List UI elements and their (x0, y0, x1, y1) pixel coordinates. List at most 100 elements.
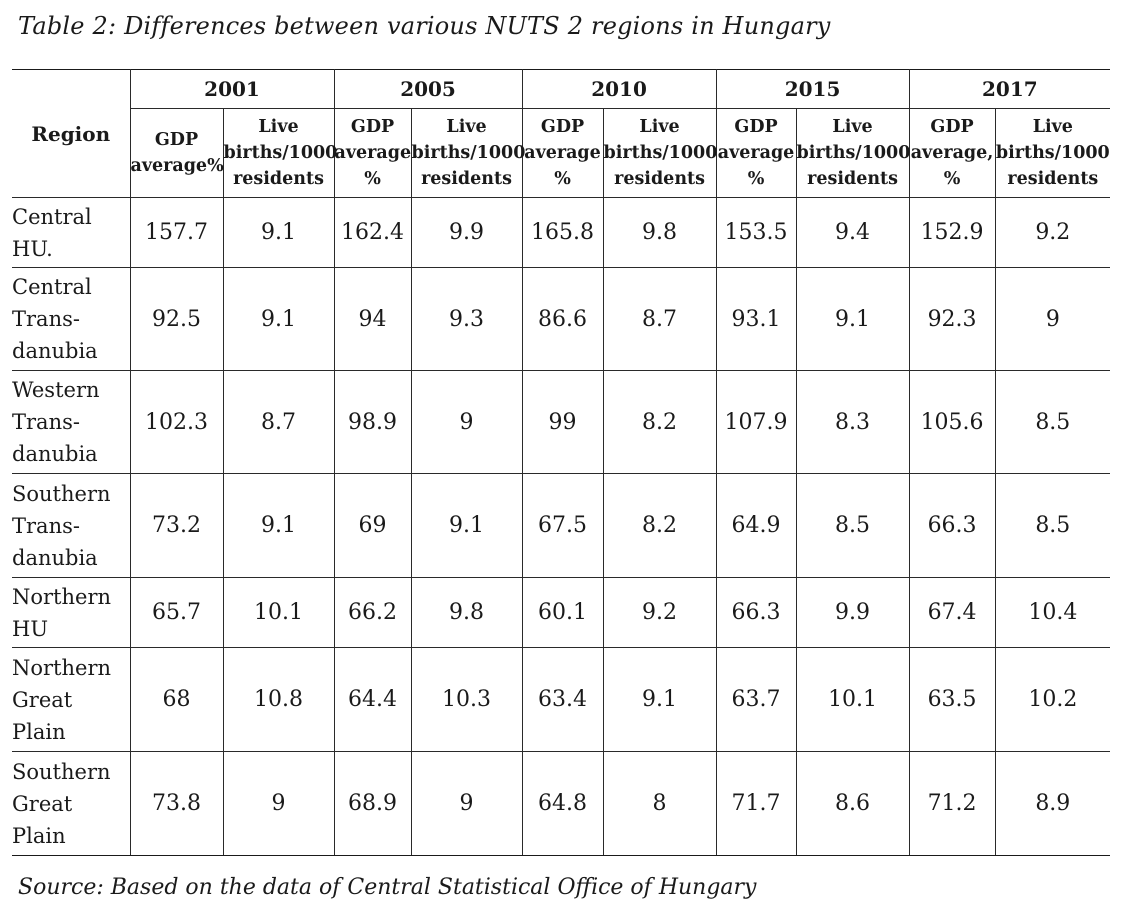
gdp-value-cell: 66.3 (715, 577, 797, 648)
births-value-cell: 9 (410, 370, 523, 474)
births-value-cell: 10.1 (222, 577, 335, 648)
gdp-value-cell: 157.7 (129, 197, 224, 268)
gdp-value-cell: 99 (521, 370, 604, 474)
gdp-value-cell: 152.9 (908, 197, 996, 268)
births-value-cell: 10.4 (994, 577, 1111, 648)
births-column-header: Live births/1000 residents (222, 108, 337, 198)
gdp-value-cell: 66.3 (908, 473, 996, 578)
region-cell: Northern HU (12, 577, 131, 648)
gdp-value-cell: 63.5 (908, 647, 996, 752)
gdp-value-cell: 69 (333, 473, 412, 578)
births-value-cell: 8.6 (795, 751, 910, 856)
table-row: Central Trans- danubia 92.5 9.1 94 9.3 86.6 8.… (12, 267, 1111, 371)
births-value-cell: 9.2 (994, 197, 1111, 268)
births-value-cell: 8.7 (602, 267, 717, 371)
region-cell: Central Trans- danubia (12, 267, 131, 371)
gdp-value-cell: 64.8 (521, 751, 604, 856)
gdp-value-cell: 92.3 (908, 267, 996, 371)
gdp-value-cell: 63.4 (521, 647, 604, 752)
births-value-cell: 10.2 (994, 647, 1111, 752)
gdp-value-cell: 64.9 (715, 473, 797, 578)
births-value-cell: 9.1 (795, 267, 910, 371)
births-column-header: Live births/1000 residents (994, 108, 1111, 198)
gdp-value-cell: 105.6 (908, 370, 996, 474)
year-header: 2005 (333, 69, 523, 109)
gdp-value-cell: 94 (333, 267, 412, 371)
births-value-cell: 9.1 (222, 197, 335, 268)
gdp-value-cell: 86.6 (521, 267, 604, 371)
births-value-cell: 8.3 (795, 370, 910, 474)
births-value-cell: 10.8 (222, 647, 335, 752)
births-column-header: Live births/1000 residents (410, 108, 525, 198)
region-cell: Southern Trans- danubia (12, 473, 131, 578)
gdp-value-cell: 153.5 (715, 197, 797, 268)
births-value-cell: 8 (602, 751, 717, 856)
gdp-value-cell: 165.8 (521, 197, 604, 268)
gdp-value-cell: 71.7 (715, 751, 797, 856)
births-value-cell: 9 (410, 751, 523, 856)
births-value-cell: 9.4 (795, 197, 910, 268)
gdp-column-header: GDP average % (521, 108, 604, 198)
births-value-cell: 10.1 (795, 647, 910, 752)
gdp-value-cell: 93.1 (715, 267, 797, 371)
gdp-column-header: GDP average % (333, 108, 412, 198)
births-value-cell: 9.9 (795, 577, 910, 648)
births-value-cell: 9.3 (410, 267, 523, 371)
gdp-value-cell: 102.3 (129, 370, 224, 474)
data-table: Region 2001 2005 2010 2015 2017 GDP aver… (12, 69, 1111, 856)
year-header: 2015 (715, 69, 910, 109)
region-cell: Central HU. (12, 197, 131, 268)
gdp-value-cell: 107.9 (715, 370, 797, 474)
births-value-cell: 9.1 (410, 473, 523, 578)
births-value-cell: 9.2 (602, 577, 717, 648)
year-header: 2017 (908, 69, 1111, 109)
table-row: Central HU. 157.7 9.1 162.4 9.9 165.8 9.8 153.5… (12, 197, 1111, 268)
births-column-header: Live births/1000 residents (795, 108, 910, 198)
region-column-header: Region (12, 69, 131, 198)
gdp-value-cell: 73.2 (129, 473, 224, 578)
subheader-row: GDP average% Live births/1000 residents … (12, 108, 1111, 198)
gdp-value-cell: 64.4 (333, 647, 412, 752)
gdp-value-cell: 67.5 (521, 473, 604, 578)
gdp-value-cell: 68 (129, 647, 224, 752)
births-value-cell: 9 (222, 751, 335, 856)
births-value-cell: 8.2 (602, 370, 717, 474)
gdp-value-cell: 63.7 (715, 647, 797, 752)
births-value-cell: 8.5 (994, 370, 1111, 474)
year-header-row: Region 2001 2005 2010 2015 2017 (12, 69, 1111, 198)
year-header: 2001 (129, 69, 335, 109)
table-row: Northern HU 65.7 10.1 66.2 9.8 60.1 9.2 66.3 9.9… (12, 577, 1111, 648)
table-caption: Table 2: Differences between various NUT… (18, 12, 831, 40)
births-value-cell: 9.9 (410, 197, 523, 268)
region-cell: Northern Great Plain (12, 647, 131, 752)
births-value-cell: 8.5 (795, 473, 910, 578)
source-note: Source: Based on the data of Central Sta… (18, 875, 757, 900)
births-value-cell: 8.5 (994, 473, 1111, 578)
gdp-value-cell: 162.4 (333, 197, 412, 268)
region-cell: Western Trans- danubia (12, 370, 131, 474)
gdp-value-cell: 66.2 (333, 577, 412, 648)
births-value-cell: 9.8 (602, 197, 717, 268)
births-value-cell: 10.3 (410, 647, 523, 752)
births-value-cell: 8.2 (602, 473, 717, 578)
gdp-value-cell: 71.2 (908, 751, 996, 856)
table-body: Central HU. 157.7 9.1 162.4 9.9 165.8 9.8 153.5… (12, 197, 1111, 856)
gdp-value-cell: 73.8 (129, 751, 224, 856)
births-value-cell: 8.9 (994, 751, 1111, 856)
table-row: Southern Great Plain 73.8 9 68.9 9 64.8 8 71.7 8… (12, 751, 1111, 856)
table-row: Southern Trans- danubia 73.2 9.1 69 9.1 67.5 8… (12, 473, 1111, 578)
table-row: Western Trans- danubia 102.3 8.7 98.9 9 99 8.2… (12, 370, 1111, 474)
births-value-cell: 9.1 (222, 473, 335, 578)
gdp-column-header: GDP average% (130, 108, 224, 198)
gdp-value-cell: 98.9 (333, 370, 412, 474)
region-cell: Southern Great Plain (12, 751, 131, 856)
births-value-cell: 8.7 (222, 370, 335, 474)
births-column-header: Live births/1000 residents (602, 108, 717, 198)
gdp-value-cell: 65.7 (129, 577, 224, 648)
gdp-column-header: GDP average, % (908, 108, 996, 198)
gdp-value-cell: 68.9 (333, 751, 412, 856)
gdp-value-cell: 67.4 (908, 577, 996, 648)
year-header: 2010 (521, 69, 717, 109)
gdp-value-cell: 92.5 (129, 267, 224, 371)
births-value-cell: 9.1 (222, 267, 335, 371)
